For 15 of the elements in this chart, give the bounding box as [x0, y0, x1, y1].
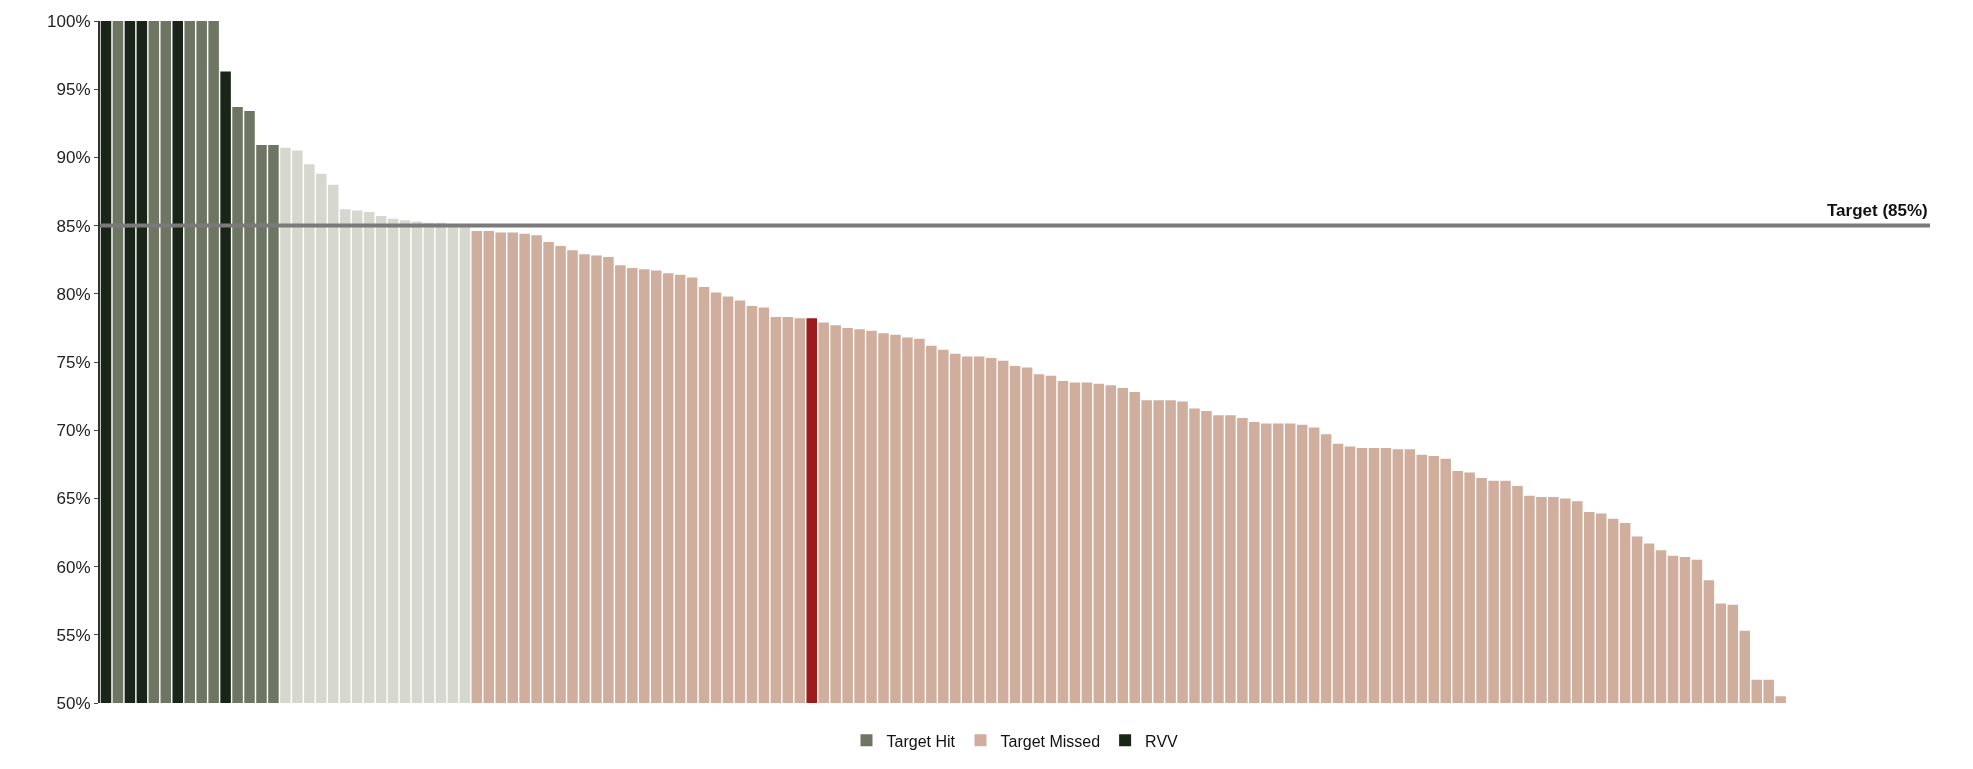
y-tick-label: 70% [56, 421, 91, 441]
y-tick-label: 90% [56, 148, 91, 168]
legend-label: Target Missed [1000, 732, 1101, 750]
y-tick-label: 95% [56, 80, 91, 100]
y-tick-label: 65% [56, 489, 91, 509]
y-tick-label: 85% [56, 216, 91, 236]
y-tick-label: 50% [56, 693, 91, 713]
y-tick-label: 55% [56, 625, 91, 645]
ref-line-label: Target (85%) [1827, 201, 1928, 220]
y-tick-label: 75% [56, 352, 91, 372]
legend-label: RVV [1145, 732, 1179, 750]
y-tick-label: 80% [56, 284, 91, 304]
y-tick-label: 100% [47, 11, 91, 31]
legend-label: Target Hit [886, 732, 956, 750]
y-tick-label: 60% [56, 557, 91, 577]
